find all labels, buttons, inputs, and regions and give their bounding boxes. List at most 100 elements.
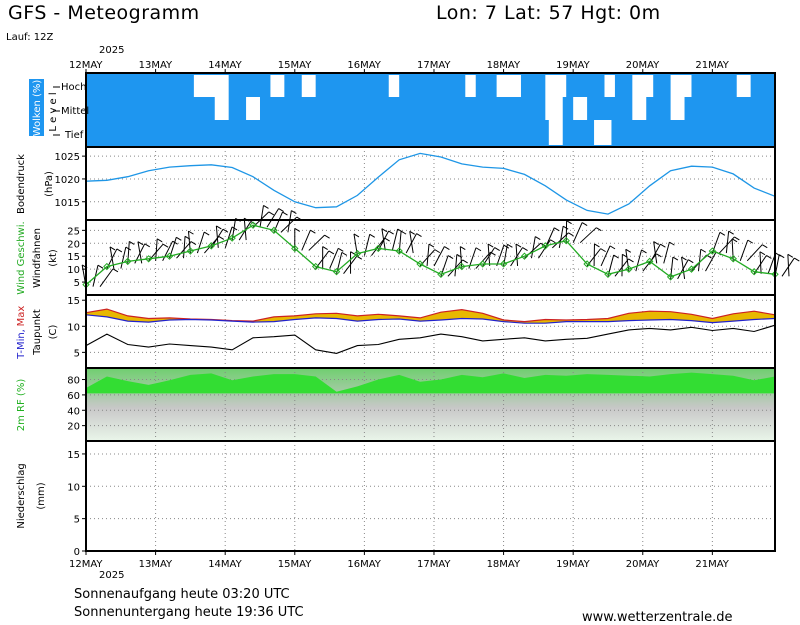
y-tick-label: 15	[67, 450, 80, 461]
wind-barb-flag	[291, 210, 297, 215]
wind-barb	[787, 254, 790, 277]
wind-speed-marker	[374, 244, 383, 253]
wind-barb	[127, 241, 130, 264]
wind-barb	[642, 253, 657, 272]
wind-barb-flag	[681, 256, 687, 261]
y-tick-label: 5	[74, 515, 80, 526]
wind-barb	[398, 231, 402, 254]
wind-barb-flag	[137, 241, 144, 246]
wind-barb-flag	[700, 248, 707, 253]
wind-ylabel: Wind Geschwi.	[16, 221, 27, 294]
wind-barb-flag	[338, 247, 344, 252]
wind-barb-flag	[554, 227, 560, 232]
y-tick-label: 80	[67, 376, 80, 387]
year-label-bottom: 2025	[99, 570, 125, 581]
wind-barb-flag	[719, 231, 726, 236]
y-tick-label: 1015	[55, 198, 80, 209]
precip-ylabel: Niederschlag	[16, 463, 27, 528]
wind-barb-flag	[487, 243, 494, 248]
wind-speed-marker	[207, 242, 215, 250]
x-tick-label-bottom: 16MAY	[347, 559, 381, 570]
y-tick-label: 10	[67, 482, 80, 493]
x-tick-label-top: 12MAY	[69, 60, 103, 71]
wind-barb	[759, 251, 762, 274]
year-label-top: 2025	[99, 45, 125, 56]
wind-speed-marker	[124, 257, 132, 266]
wind-barb-flag	[787, 253, 794, 258]
wind-barb-flag	[97, 264, 104, 269]
wind-barb-flag	[172, 240, 178, 245]
wind-barb-flag	[515, 243, 522, 248]
y-tick-label: 15	[67, 296, 80, 307]
wind-barb	[301, 230, 311, 251]
wind-barb-flag	[388, 230, 394, 235]
wind-barb-flag	[434, 249, 441, 254]
wind-barb-flag	[600, 248, 606, 253]
x-tick-label-bottom: 14MAY	[208, 559, 242, 570]
wind-barb-flag	[609, 245, 616, 250]
wind-barb-flag	[550, 239, 556, 244]
wind-barb	[287, 210, 292, 233]
tmax-ylabel: Max	[16, 306, 27, 327]
y-tick-label: 1020	[55, 175, 80, 186]
sunrise-label: Sonnenaufgang heute 03:20 UTC	[74, 587, 290, 602]
panel-frame-precipitation	[85, 440, 776, 552]
panel-frame-temperature	[85, 294, 776, 369]
wind-barb	[725, 231, 730, 254]
wind-barb	[711, 232, 721, 254]
wind-barb-flag	[759, 251, 766, 256]
temperature-unit: (C)	[48, 325, 59, 340]
wind-barb-flag	[503, 244, 510, 249]
cloud-gap-hoch	[670, 75, 692, 97]
wind-unit: (kt)	[48, 249, 59, 267]
panel-frame-pressure	[85, 146, 776, 221]
wind-barb-flag	[625, 248, 632, 253]
wind-barb-flag	[731, 238, 738, 243]
wind-barb	[731, 238, 734, 261]
wind-barb-flag	[594, 243, 600, 248]
wind-speed-marker	[478, 260, 487, 268]
wind-barb	[426, 244, 430, 267]
chart-title: GFS - Meteogramm	[8, 2, 200, 24]
wind-barb-flag	[341, 251, 348, 256]
wind-barb-flag	[109, 246, 116, 251]
wind-barb	[746, 244, 763, 262]
wind-barb-flag	[322, 246, 328, 250]
sunset-label: Sonnenuntergang heute 19:36 UTC	[74, 605, 304, 620]
x-tick-label-top: 18MAY	[487, 60, 521, 71]
wind-barb-flag	[218, 236, 225, 240]
temp-range-fill	[86, 309, 775, 324]
wind-speed-marker	[625, 265, 633, 273]
wind-speed-marker	[291, 244, 299, 253]
wind-speed-marker	[604, 270, 612, 279]
wind-barb	[259, 205, 264, 228]
wind-barb-flag	[176, 236, 182, 241]
wind-barb-flag	[494, 247, 500, 251]
wind-speed-marker	[186, 247, 195, 255]
wind-speed-marker	[270, 226, 278, 235]
wind-barb	[308, 234, 325, 251]
wind-barb	[635, 249, 643, 272]
wind-barb-flag	[794, 257, 800, 262]
wind-barb-flag	[231, 226, 238, 231]
cloud-gap-hoch	[193, 75, 229, 97]
wind-barb-flag	[263, 205, 269, 209]
y-tick-label: 20	[67, 422, 80, 433]
x-tick-label-top: 16MAY	[347, 60, 381, 71]
humidity-ylabel: 2m RF (%)	[16, 379, 27, 432]
y-tick-label: 60	[67, 391, 80, 402]
wind-barb-flag	[384, 237, 390, 242]
wind-barb	[681, 257, 686, 279]
cloud-gap-hoch	[388, 75, 400, 97]
source-link[interactable]: www.wetterzentrale.de	[582, 610, 733, 625]
wind-barb-flag	[156, 238, 163, 243]
cloud-level-mittel: Mittel	[61, 106, 89, 117]
x-tick-label-bottom: 20MAY	[626, 559, 660, 570]
wind-barb	[558, 226, 564, 248]
wind-barb-flag	[268, 211, 275, 216]
wind-barb-flag	[188, 230, 194, 235]
x-tick-label-top: 14MAY	[208, 60, 242, 71]
x-tick-label-top: 19MAY	[556, 60, 590, 71]
wind-barb	[183, 236, 186, 259]
cloud-gap-hoch	[496, 75, 521, 97]
